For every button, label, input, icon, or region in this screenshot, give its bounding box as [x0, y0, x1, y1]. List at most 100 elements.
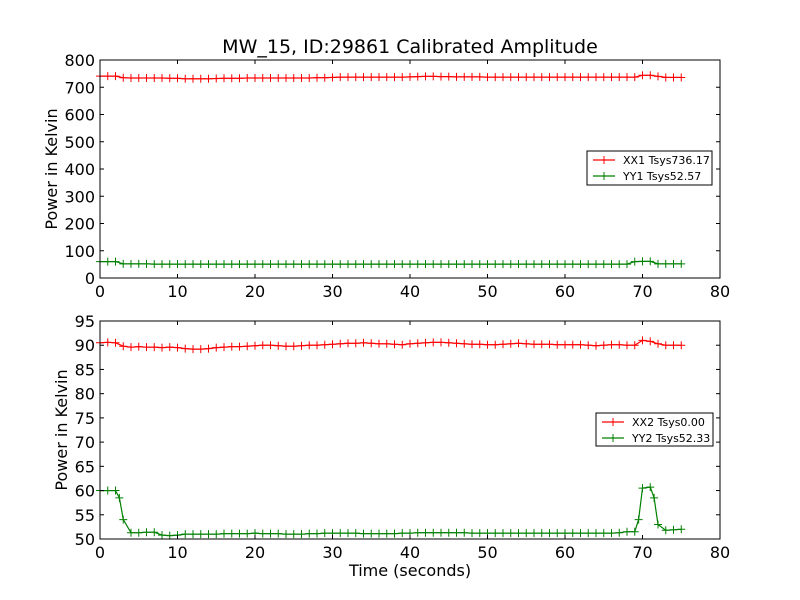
data-point — [677, 341, 686, 350]
data-point — [592, 260, 600, 269]
x-tick-label: 60 — [555, 543, 575, 562]
data-point — [568, 529, 577, 538]
data-point — [266, 341, 275, 350]
x-tick-label: 70 — [632, 543, 652, 562]
data-point — [227, 529, 236, 538]
data-point — [553, 260, 562, 269]
data-point — [189, 530, 197, 539]
data-point — [266, 529, 275, 538]
data-point — [173, 260, 182, 269]
data-point — [165, 531, 174, 540]
legend-box-bottom — [595, 412, 714, 447]
data-point — [634, 515, 643, 524]
data-point — [258, 341, 267, 350]
data-point — [545, 529, 554, 538]
data-point — [452, 72, 461, 81]
data-point — [623, 73, 631, 82]
y-tick-label: 50 — [75, 530, 95, 549]
data-point — [150, 73, 159, 82]
data-point — [251, 260, 259, 269]
x-tick-label: 80 — [710, 282, 730, 301]
data-point — [654, 520, 662, 529]
data-point — [460, 528, 469, 537]
data-point — [320, 73, 329, 82]
data-point — [390, 73, 399, 82]
data-point — [506, 339, 515, 348]
data-point — [413, 260, 422, 269]
data-point — [320, 529, 329, 538]
data-point — [173, 343, 182, 352]
data-point — [429, 72, 438, 81]
data-point — [545, 73, 554, 82]
data-point — [282, 342, 290, 351]
data-point — [115, 493, 124, 502]
data-point — [646, 257, 655, 266]
data-point — [220, 74, 228, 83]
data-point — [599, 260, 608, 269]
data-point — [351, 529, 360, 538]
data-point — [227, 74, 236, 83]
y-tick-label: 800 — [64, 51, 95, 70]
data-point — [452, 260, 461, 269]
data-point — [181, 344, 190, 353]
y-tick-label: 100 — [64, 242, 95, 261]
data-point — [584, 341, 593, 350]
data-point — [553, 529, 562, 538]
data-point — [258, 260, 267, 269]
data-point — [491, 340, 500, 349]
data-point — [336, 260, 345, 269]
data-point — [390, 260, 399, 269]
data-point — [460, 339, 469, 348]
data-point — [429, 338, 438, 347]
data-point — [514, 260, 523, 269]
data-point — [282, 73, 290, 82]
data-point — [468, 260, 476, 269]
data-point — [537, 529, 546, 538]
data-point — [406, 260, 414, 269]
data-point — [274, 529, 283, 538]
y-tick-label: 60 — [75, 482, 95, 501]
data-point — [654, 72, 662, 81]
data-point — [189, 260, 197, 269]
series-layer-bottom — [96, 336, 686, 540]
ticks-layer-top: 0 10 20 30 40 50 60 70 8001002003004005006007008… — [64, 51, 730, 301]
x-tick-label: 10 — [167, 282, 187, 301]
data-point — [537, 73, 546, 82]
data-point — [328, 73, 337, 82]
data-point — [615, 260, 624, 269]
data-point — [173, 74, 182, 83]
data-point — [553, 73, 562, 82]
data-point — [599, 73, 608, 82]
data-point — [615, 73, 624, 82]
data-point — [382, 73, 391, 82]
data-point — [181, 74, 190, 83]
data-point — [142, 528, 151, 537]
data-point — [568, 260, 577, 269]
data-point — [661, 73, 670, 82]
data-point — [437, 260, 445, 269]
data-point — [460, 260, 469, 269]
data-point — [638, 484, 647, 493]
data-point — [359, 338, 368, 347]
data-point — [429, 260, 438, 269]
x-tick-label: 50 — [477, 543, 497, 562]
data-point — [421, 72, 430, 81]
data-point — [630, 527, 639, 536]
data-point — [638, 336, 647, 345]
data-point — [530, 340, 538, 349]
data-point — [111, 338, 120, 347]
data-point — [568, 73, 577, 82]
x-tick-label: 30 — [322, 543, 342, 562]
data-point — [320, 260, 329, 269]
data-point — [413, 72, 422, 81]
data-point — [243, 73, 252, 82]
data-point — [677, 525, 686, 534]
y-tick-label: 85 — [75, 360, 95, 379]
legend-label: XX2 Tsys0.00 — [632, 416, 705, 429]
data-point — [561, 340, 569, 349]
data-point — [243, 260, 252, 269]
data-point — [227, 260, 236, 269]
data-point — [165, 260, 174, 269]
data-point — [623, 260, 631, 269]
data-point — [483, 73, 492, 82]
